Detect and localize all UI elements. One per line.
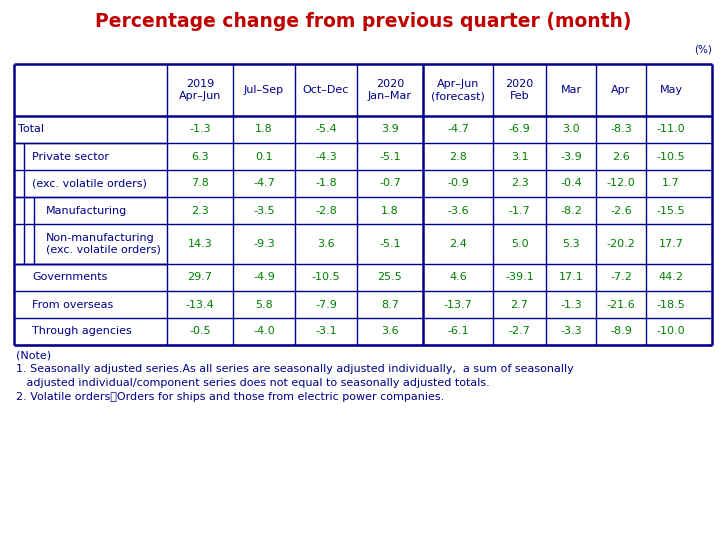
- Text: Jul–Sep: Jul–Sep: [244, 85, 284, 95]
- Text: 17.7: 17.7: [658, 239, 683, 249]
- Text: 3.6: 3.6: [381, 326, 399, 336]
- Text: 2019
Apr–Jun: 2019 Apr–Jun: [179, 78, 221, 101]
- Text: -4.7: -4.7: [447, 124, 469, 135]
- Text: -2.8: -2.8: [315, 206, 337, 216]
- Text: -3.5: -3.5: [253, 206, 275, 216]
- Text: 2020
Jan–Mar: 2020 Jan–Mar: [368, 78, 412, 101]
- Text: -0.5: -0.5: [189, 326, 211, 336]
- Text: -18.5: -18.5: [656, 300, 685, 310]
- Text: -4.0: -4.0: [253, 326, 275, 336]
- Text: 2.8: 2.8: [449, 152, 467, 161]
- Text: 1. Seasonally adjusted series.As all series are seasonally adjusted individually: 1. Seasonally adjusted series.As all ser…: [16, 365, 574, 374]
- Text: -8.2: -8.2: [560, 206, 582, 216]
- Text: -6.1: -6.1: [447, 326, 469, 336]
- Text: -7.2: -7.2: [610, 272, 632, 282]
- Text: adjusted individual/component series does not equal to seasonally adjusted total: adjusted individual/component series doe…: [16, 378, 490, 388]
- Text: Manufacturing: Manufacturing: [46, 206, 127, 216]
- Text: (Note): (Note): [16, 351, 51, 361]
- Text: From overseas: From overseas: [32, 300, 113, 310]
- Text: -5.1: -5.1: [379, 239, 401, 249]
- Text: Total: Total: [18, 124, 44, 135]
- Text: -7.9: -7.9: [315, 300, 337, 310]
- Text: -10.0: -10.0: [657, 326, 685, 336]
- Text: -3.9: -3.9: [560, 152, 582, 161]
- Text: -1.3: -1.3: [189, 124, 211, 135]
- Text: 2020
Feb: 2020 Feb: [505, 78, 534, 101]
- Text: 2.6: 2.6: [612, 152, 630, 161]
- Text: Non-manufacturing
(exc. volatile orders): Non-manufacturing (exc. volatile orders): [46, 233, 161, 255]
- Text: 5.8: 5.8: [255, 300, 273, 310]
- Text: -10.5: -10.5: [657, 152, 685, 161]
- Text: 3.9: 3.9: [381, 124, 399, 135]
- Text: -0.4: -0.4: [560, 178, 582, 189]
- Text: Apr: Apr: [611, 85, 631, 95]
- Text: Governments: Governments: [32, 272, 107, 282]
- Text: -4.7: -4.7: [253, 178, 275, 189]
- Text: 3.6: 3.6: [317, 239, 335, 249]
- Text: Percentage change from previous quarter (month): Percentage change from previous quarter …: [95, 12, 631, 31]
- Text: Through agencies: Through agencies: [32, 326, 131, 336]
- Text: Mar: Mar: [560, 85, 582, 95]
- Text: Private sector: Private sector: [32, 152, 109, 161]
- Text: -6.9: -6.9: [509, 124, 531, 135]
- Text: -0.9: -0.9: [447, 178, 469, 189]
- Text: -1.8: -1.8: [315, 178, 337, 189]
- Text: -2.6: -2.6: [610, 206, 632, 216]
- Text: 2.3: 2.3: [510, 178, 529, 189]
- Text: -11.0: -11.0: [657, 124, 685, 135]
- Text: 44.2: 44.2: [658, 272, 683, 282]
- Text: 14.3: 14.3: [187, 239, 213, 249]
- Text: 2.3: 2.3: [191, 206, 209, 216]
- Text: -15.5: -15.5: [657, 206, 685, 216]
- Text: 29.7: 29.7: [187, 272, 213, 282]
- Text: -3.6: -3.6: [447, 206, 469, 216]
- Text: 4.6: 4.6: [449, 272, 467, 282]
- Text: (exc. volatile orders): (exc. volatile orders): [32, 178, 147, 189]
- Text: -13.4: -13.4: [186, 300, 214, 310]
- Text: 3.1: 3.1: [510, 152, 529, 161]
- Text: -3.3: -3.3: [560, 326, 582, 336]
- Text: -10.5: -10.5: [311, 272, 340, 282]
- Text: -1.3: -1.3: [560, 300, 582, 310]
- Text: -13.7: -13.7: [444, 300, 473, 310]
- Text: Apr–Jun
(forecast): Apr–Jun (forecast): [431, 78, 485, 101]
- Text: 8.7: 8.7: [381, 300, 399, 310]
- Text: 1.8: 1.8: [255, 124, 273, 135]
- Text: 17.1: 17.1: [558, 272, 584, 282]
- Text: -4.3: -4.3: [315, 152, 337, 161]
- Text: 1.8: 1.8: [381, 206, 399, 216]
- Text: 2.4: 2.4: [449, 239, 467, 249]
- Text: 3.0: 3.0: [562, 124, 580, 135]
- Text: -21.6: -21.6: [607, 300, 635, 310]
- Text: 2. Volatile orders：Orders for ships and those from electric power companies.: 2. Volatile orders：Orders for ships and …: [16, 391, 444, 402]
- Text: -8.3: -8.3: [610, 124, 632, 135]
- Text: -5.4: -5.4: [315, 124, 337, 135]
- Text: -5.1: -5.1: [379, 152, 401, 161]
- Text: -8.9: -8.9: [610, 326, 632, 336]
- Text: 1.7: 1.7: [662, 178, 680, 189]
- Text: -20.2: -20.2: [606, 239, 635, 249]
- Text: 25.5: 25.5: [378, 272, 402, 282]
- Text: -4.9: -4.9: [253, 272, 275, 282]
- Text: (%): (%): [694, 44, 712, 54]
- Text: 2.7: 2.7: [510, 300, 529, 310]
- Text: 7.8: 7.8: [191, 178, 209, 189]
- Text: -39.1: -39.1: [505, 272, 534, 282]
- Text: Oct–Dec: Oct–Dec: [303, 85, 349, 95]
- Text: 5.0: 5.0: [510, 239, 529, 249]
- Text: 6.3: 6.3: [191, 152, 209, 161]
- Text: 5.3: 5.3: [562, 239, 580, 249]
- Text: -3.1: -3.1: [315, 326, 337, 336]
- Text: -0.7: -0.7: [379, 178, 401, 189]
- Text: -1.7: -1.7: [509, 206, 531, 216]
- Text: -9.3: -9.3: [253, 239, 275, 249]
- Text: May: May: [659, 85, 682, 95]
- Text: -12.0: -12.0: [607, 178, 635, 189]
- Text: -2.7: -2.7: [508, 326, 531, 336]
- Text: 0.1: 0.1: [255, 152, 273, 161]
